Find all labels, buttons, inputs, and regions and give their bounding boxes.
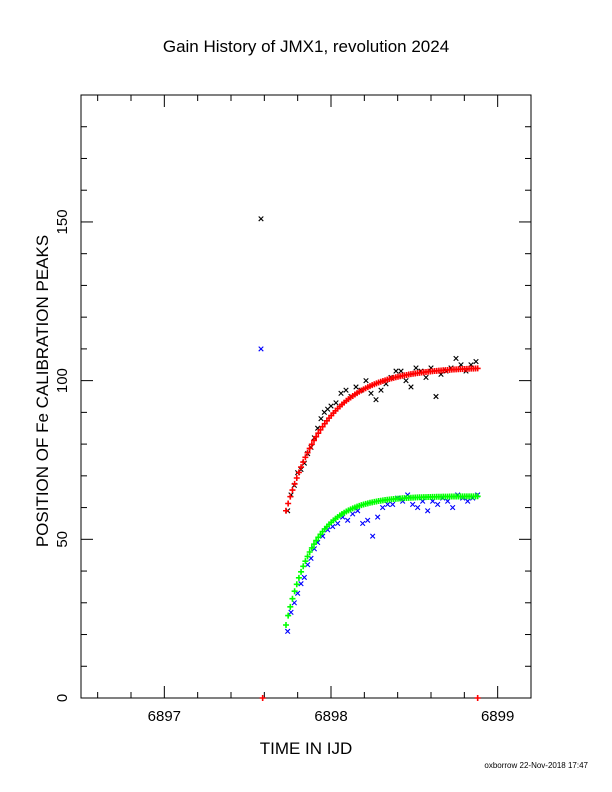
data-point bbox=[334, 520, 341, 527]
data-point bbox=[464, 498, 471, 504]
data-point bbox=[373, 396, 379, 403]
data-point bbox=[318, 416, 324, 422]
y-tick-label: 50 bbox=[54, 531, 71, 548]
fit-point bbox=[304, 449, 311, 456]
fit-point bbox=[287, 603, 294, 610]
data-point bbox=[398, 368, 404, 374]
data-point bbox=[409, 501, 416, 508]
data-point bbox=[349, 511, 356, 517]
fit-point bbox=[302, 558, 309, 565]
fit-point bbox=[291, 588, 298, 595]
data-point bbox=[301, 574, 308, 581]
fit-point bbox=[319, 423, 326, 430]
x-tick-label: 6897 bbox=[148, 708, 181, 725]
data-point bbox=[343, 387, 349, 393]
data-point bbox=[424, 508, 431, 514]
fit-point bbox=[295, 574, 302, 581]
data-point bbox=[338, 390, 344, 397]
x-axis-tick-labels: 6897 6898 6899 bbox=[148, 708, 515, 725]
data-point bbox=[369, 533, 376, 539]
fit-point bbox=[293, 475, 300, 482]
data-point bbox=[423, 374, 429, 381]
y-axis-tick-labels: 0 50 100 150 bbox=[54, 209, 71, 702]
data-point bbox=[473, 358, 479, 365]
fit-point bbox=[293, 581, 300, 588]
fit-point bbox=[306, 445, 313, 452]
data-point bbox=[258, 216, 264, 222]
y-tick-label: 0 bbox=[54, 694, 71, 702]
data-point bbox=[359, 520, 366, 527]
fit-point bbox=[315, 430, 322, 437]
data-point bbox=[363, 377, 369, 384]
data-point bbox=[433, 393, 439, 400]
fit-point bbox=[289, 595, 296, 602]
fit-point bbox=[315, 534, 322, 541]
fit-point bbox=[302, 454, 309, 461]
data-point bbox=[368, 390, 374, 397]
fit-point bbox=[310, 541, 317, 548]
data-point bbox=[453, 355, 459, 362]
y-axis-ticks bbox=[81, 126, 531, 699]
data-point bbox=[374, 514, 381, 520]
fit-point bbox=[317, 426, 324, 433]
fit-point bbox=[298, 464, 305, 471]
data-point bbox=[344, 517, 351, 523]
y-axis-label: POSITION OF Fe CALIBRATION PEAKS bbox=[33, 235, 52, 547]
fit-point bbox=[308, 441, 315, 448]
data-point bbox=[408, 384, 414, 390]
fit-point bbox=[300, 459, 307, 466]
data-point bbox=[364, 517, 371, 523]
data-point bbox=[444, 498, 451, 504]
fit-point bbox=[285, 500, 292, 507]
x-axis-ticks bbox=[97, 95, 532, 698]
data-point bbox=[284, 628, 291, 635]
fit-point bbox=[285, 612, 292, 619]
data-point bbox=[333, 400, 339, 406]
data-point bbox=[288, 609, 294, 615]
y-tick-label: 100 bbox=[54, 368, 71, 393]
data-point bbox=[384, 501, 391, 508]
fit-point bbox=[283, 507, 289, 514]
fit-point bbox=[313, 537, 320, 544]
x-tick-label: 6899 bbox=[481, 708, 514, 725]
data-point bbox=[449, 504, 456, 511]
data-point bbox=[328, 403, 334, 409]
fit-point bbox=[306, 548, 313, 555]
data-point bbox=[393, 368, 399, 374]
fit-point bbox=[289, 487, 296, 494]
fit-point bbox=[287, 493, 294, 500]
fit-point bbox=[304, 553, 311, 560]
data-point bbox=[353, 384, 359, 390]
fit-point bbox=[474, 695, 481, 701]
fit-point bbox=[308, 544, 315, 551]
x-tick-label: 6898 bbox=[314, 708, 347, 725]
x-axis-label: TIME IN IJD bbox=[260, 739, 353, 758]
chart-title: Gain History of JMX1, revolution 2024 bbox=[163, 37, 449, 56]
fit-point bbox=[474, 365, 481, 372]
fit-point bbox=[474, 493, 481, 500]
data-point bbox=[298, 581, 304, 587]
data-point bbox=[413, 365, 419, 371]
data-point bbox=[389, 501, 396, 508]
data-point bbox=[258, 346, 264, 352]
fit-point bbox=[298, 568, 305, 575]
data-point bbox=[379, 504, 386, 511]
fit-point bbox=[300, 563, 307, 570]
data-point bbox=[403, 377, 409, 384]
fit-point bbox=[259, 695, 266, 701]
data-point bbox=[414, 504, 421, 511]
plot-frame bbox=[80, 94, 532, 699]
credit-line: oxborrow 22-Nov-2018 17:47 bbox=[484, 761, 588, 770]
data-marks bbox=[258, 216, 481, 701]
data-point bbox=[434, 501, 441, 508]
fit-point bbox=[295, 469, 302, 476]
fit-point bbox=[291, 480, 298, 487]
data-point bbox=[354, 508, 361, 514]
y-tick-label: 150 bbox=[54, 209, 71, 234]
fit-point bbox=[283, 622, 289, 629]
fit-point bbox=[313, 433, 320, 440]
data-point bbox=[378, 387, 384, 393]
fit-point bbox=[310, 437, 317, 444]
